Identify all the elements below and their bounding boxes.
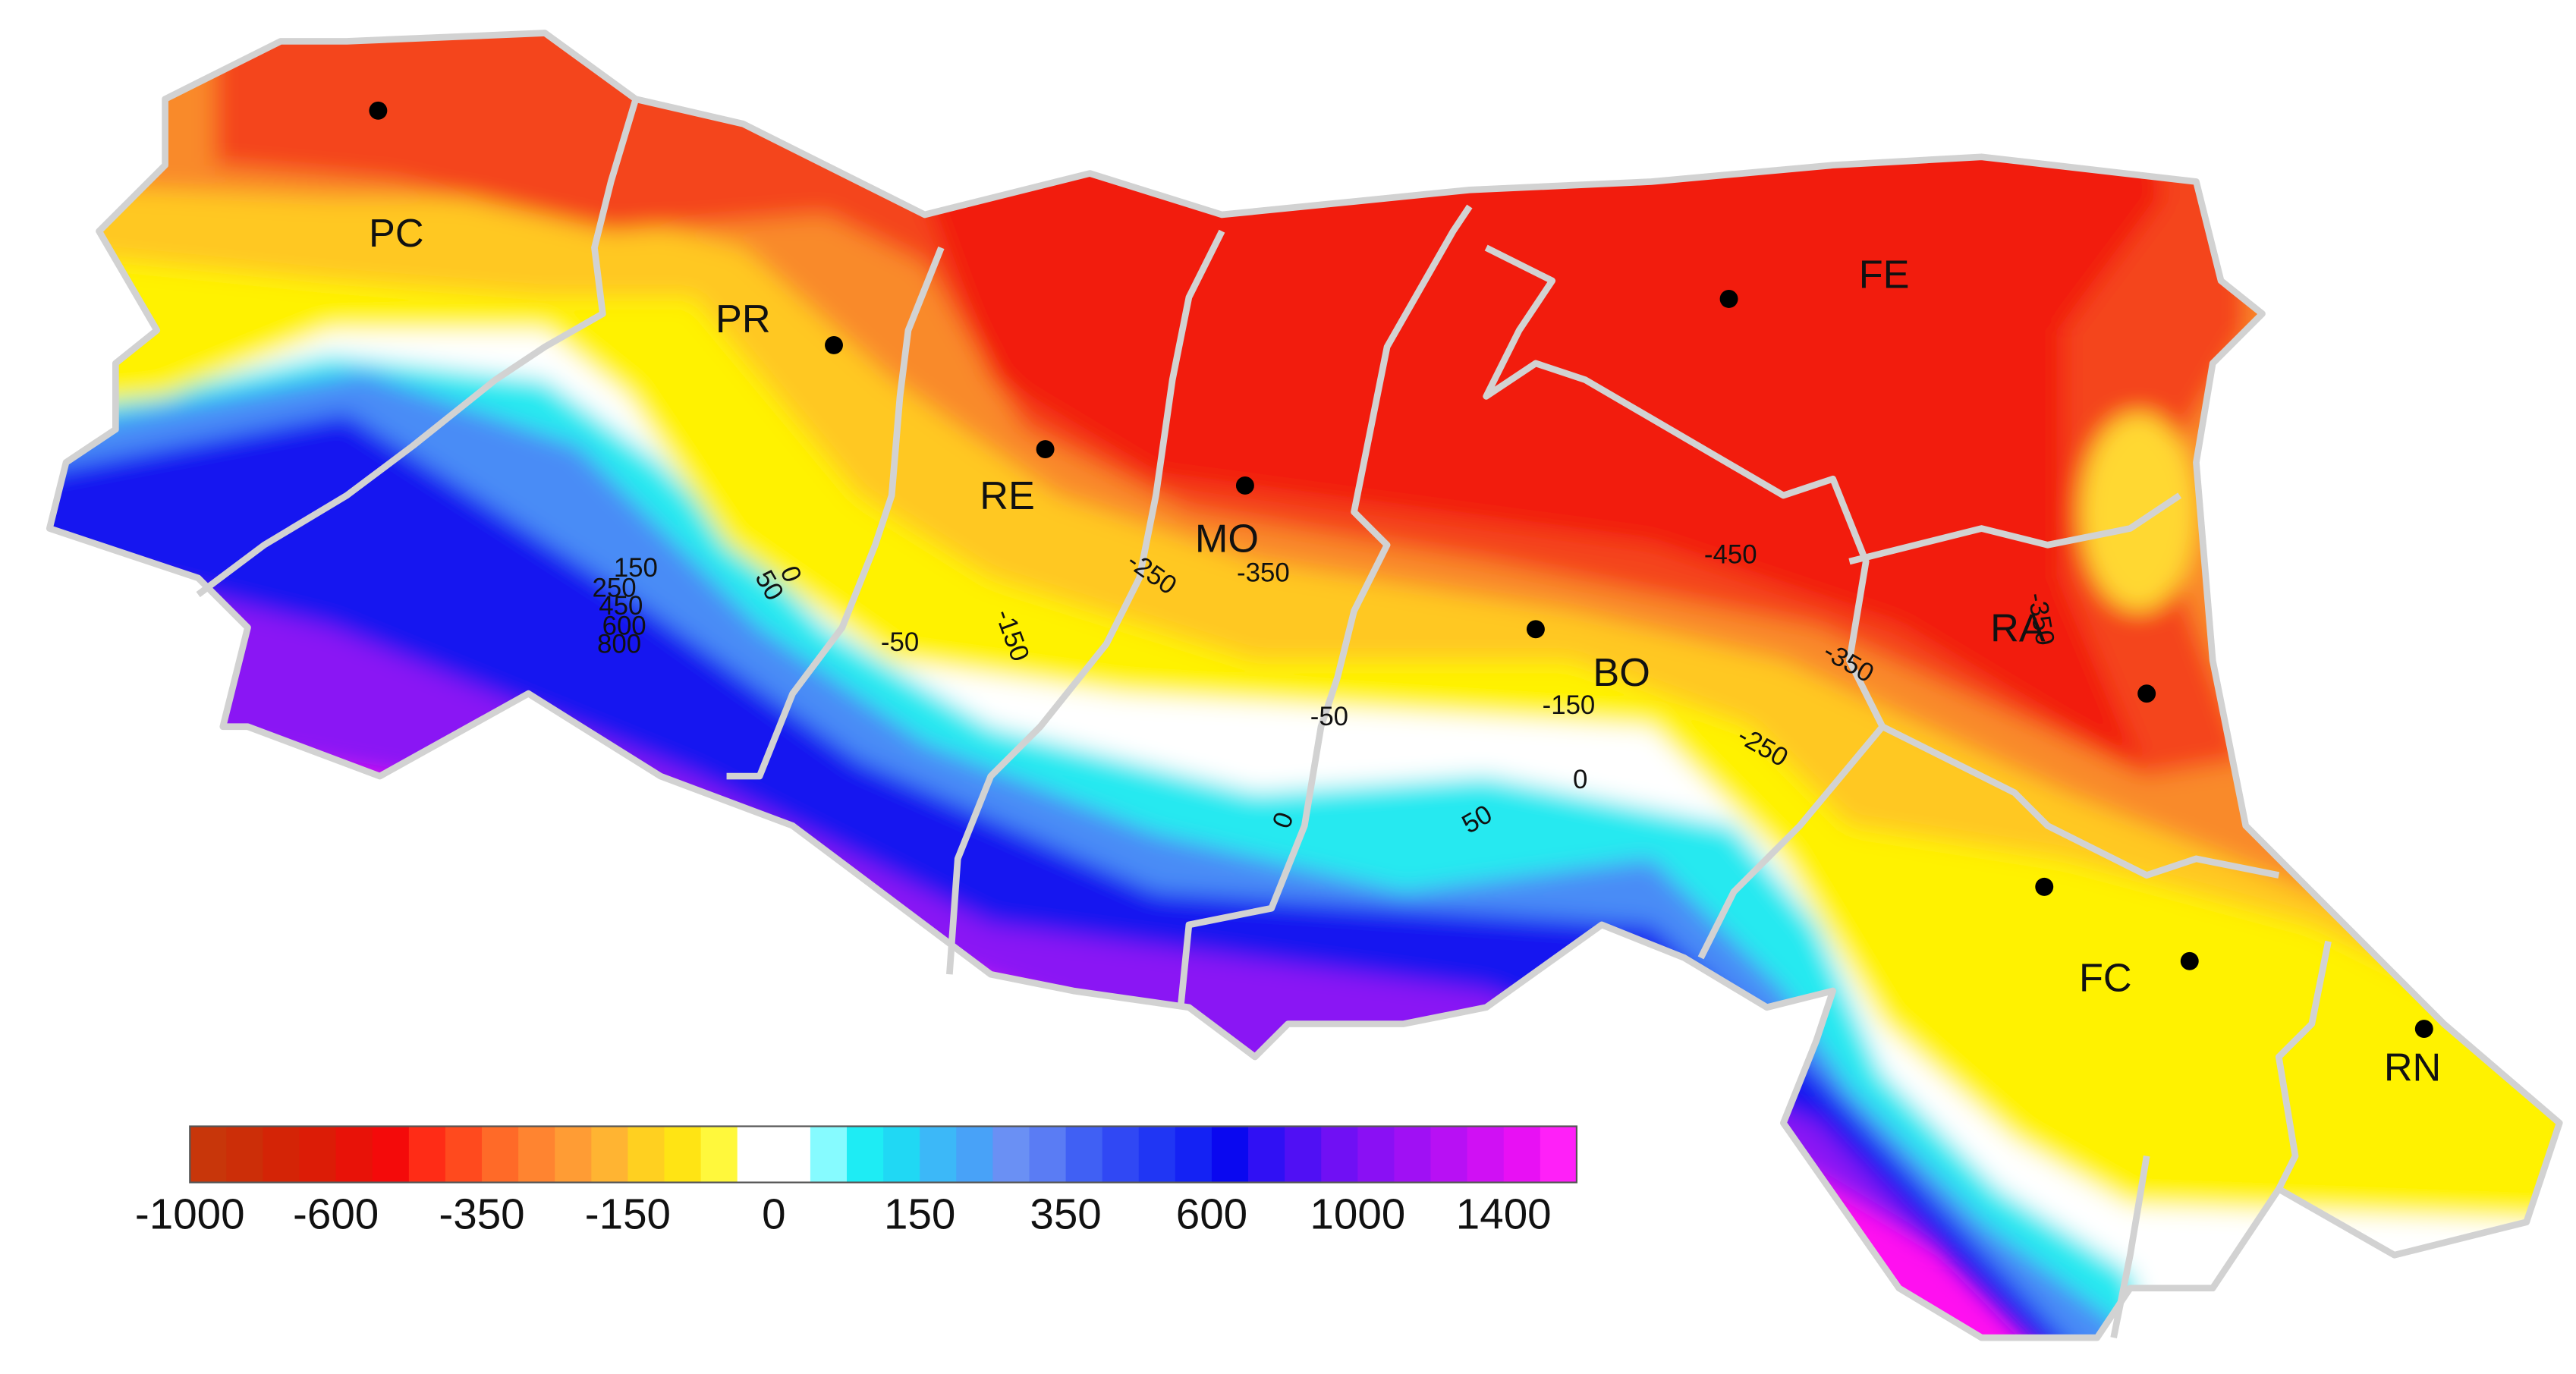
colorbar-cell: [1467, 1126, 1505, 1183]
colorbar-cell: [1029, 1126, 1067, 1183]
colorbar-cell: [190, 1126, 228, 1183]
city-dot: [1036, 440, 1055, 459]
province-label: FC: [2079, 957, 2132, 1001]
colorbar: -1000 -600 -350 -150 0 150 350 600 1000 1400: [135, 1125, 1578, 1237]
province-boundary: [1848, 492, 2182, 565]
colorbar-cell: [883, 1126, 920, 1183]
colorbar-cell: [482, 1126, 519, 1183]
province-boundary: [946, 229, 1225, 975]
contour-label: -50: [881, 627, 919, 657]
colorbar-tick-label: 1000: [1310, 1190, 1405, 1237]
colorbar-cell: [226, 1126, 264, 1183]
province-boundary: [726, 246, 945, 780]
colorbar-tick-label: 600: [1176, 1190, 1247, 1237]
province-label: BO: [1593, 651, 1650, 695]
province-label: PR: [716, 297, 771, 341]
city-dot: [1526, 620, 1545, 639]
colorbar-cell: [445, 1126, 483, 1183]
contour-label: 150: [614, 553, 658, 583]
colorbar-tick-label: -150: [585, 1190, 671, 1237]
colorbar-cell: [1102, 1126, 1140, 1183]
colorbar-cell: [773, 1126, 811, 1183]
province-boundary: [1483, 244, 1886, 960]
colorbar-cell: [920, 1126, 957, 1183]
colorbar-cell: [263, 1126, 300, 1183]
colorbar-frame: [189, 1125, 1578, 1184]
colorbar-cell: [591, 1126, 629, 1183]
colorbar-cell: [555, 1126, 592, 1183]
province-label: MO: [1195, 517, 1259, 561]
colorbar-cell: [664, 1126, 702, 1183]
province-label: RE: [980, 474, 1035, 518]
colorbar-cell: [1540, 1126, 1577, 1183]
colorbar-cell: [1285, 1126, 1322, 1183]
province-boundary: [1881, 723, 2280, 879]
colorbar-cell: [335, 1126, 373, 1183]
colorbar-cell: [299, 1126, 337, 1183]
colorbar-tick-label: -600: [293, 1190, 379, 1237]
colorbar-cell: [810, 1126, 848, 1183]
city-dot: [1235, 476, 1254, 495]
province-label: FE: [1859, 253, 1910, 297]
province-label: RN: [2384, 1045, 2441, 1089]
city-dot: [1719, 290, 1738, 308]
contour-label: -150: [1543, 690, 1596, 720]
colorbar-cell: [1138, 1126, 1176, 1183]
colorbar-cell: [1175, 1126, 1213, 1183]
province-boundary: [1177, 204, 1473, 1008]
colorbar-tick-label: 0: [762, 1190, 785, 1237]
province-boundary: [2275, 940, 2332, 1191]
province-label: RA: [1990, 606, 2046, 650]
colorbar-cell: [1065, 1126, 1103, 1183]
city-dot: [2414, 1020, 2433, 1039]
colorbar-tick-label: 1400: [1456, 1190, 1552, 1237]
city-dot: [369, 101, 388, 120]
contour-label: 450: [599, 591, 643, 621]
colorbar-cell: [627, 1126, 665, 1183]
city-dot: [2035, 877, 2054, 896]
colorbar-tick-label: 350: [1030, 1190, 1101, 1237]
colorbar-tick-label: -1000: [135, 1190, 245, 1237]
province-label: PC: [369, 212, 424, 256]
colorbar-cell: [956, 1126, 994, 1183]
contour-label: 800: [597, 629, 641, 659]
colorbar-cell: [737, 1126, 775, 1183]
city-dot: [2137, 684, 2156, 703]
colorbar-cell: [846, 1126, 884, 1183]
colorbar-cell: [1211, 1126, 1249, 1183]
field-band: [2081, 413, 2197, 612]
cities: PC PR RE MO BO FE RA FC RN: [369, 101, 2441, 1089]
colorbar-tick-label: 150: [884, 1190, 955, 1237]
field-band: [924, 99, 2163, 777]
colorbar-tick-label: -350: [439, 1190, 524, 1237]
contour-label: -50: [1310, 702, 1348, 731]
province-boundaries: [196, 98, 2332, 1338]
province-boundary: [196, 98, 640, 598]
colorbar-cell: [1430, 1126, 1468, 1183]
colorbar-cell: [1321, 1126, 1358, 1183]
city-dot: [2180, 951, 2199, 970]
colorbar-cell: [1503, 1126, 1541, 1183]
colorbar-cell: [518, 1126, 555, 1183]
province-boundary: [2110, 1155, 2150, 1338]
colorbar-cell: [1248, 1126, 1285, 1183]
contour-label: -450: [1704, 540, 1757, 570]
colorbar-cell: [1394, 1126, 1432, 1183]
contour-label: 600: [602, 611, 646, 640]
colorbar-cell: [1357, 1126, 1395, 1183]
city-dot: [825, 335, 843, 354]
colorbar-cell: [700, 1126, 738, 1183]
contour-label: 250: [593, 573, 637, 602]
colorbar-cell: [408, 1126, 446, 1183]
colorbar-cell: [372, 1126, 410, 1183]
contour-label: 0: [1573, 765, 1587, 794]
contour-label: -350: [1237, 558, 1290, 588]
colorbar-cell: [992, 1126, 1030, 1183]
